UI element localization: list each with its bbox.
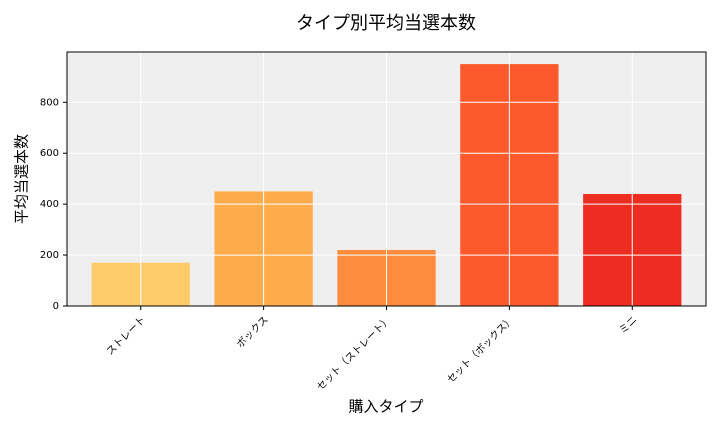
y-tick-label: 400	[40, 199, 59, 210]
y-tick-label: 0	[53, 301, 59, 312]
chart-title: タイプ別平均当選本数	[296, 13, 476, 34]
y-tick-label: 800	[40, 97, 59, 108]
y-tick-label: 200	[40, 250, 59, 261]
y-tick-label: 600	[40, 148, 59, 159]
x-tick-label: ストレート	[105, 314, 148, 357]
plot-frame	[66, 51, 707, 307]
x-tick-label: ボックス	[234, 314, 271, 351]
y-axis-label: 平均当選本数	[13, 134, 31, 224]
x-tick-label: ミニ	[618, 314, 640, 336]
x-tick-label: セット（ボックス）	[445, 314, 517, 386]
x-axis-label: 購入タイプ	[348, 398, 423, 416]
x-tick-label: セット（ストレート）	[315, 314, 394, 393]
